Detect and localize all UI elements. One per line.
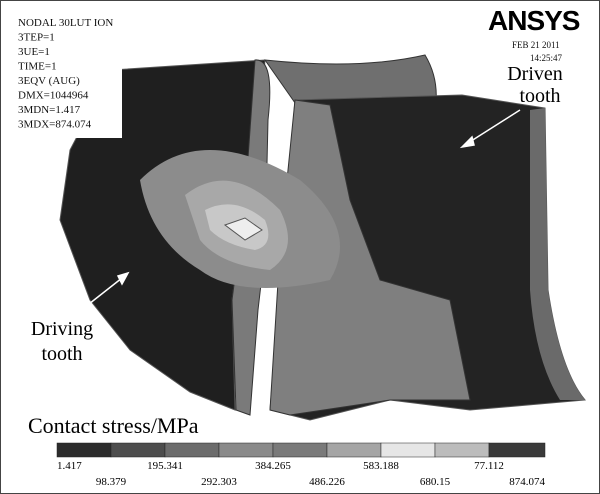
time: 14:25:47 xyxy=(530,53,563,63)
stress-peak xyxy=(223,217,263,241)
contact-band xyxy=(269,99,471,416)
swatch xyxy=(326,442,382,458)
arrows xyxy=(74,109,521,316)
legend-tick: 874.074 xyxy=(509,476,545,488)
legend-tick: 77.112 xyxy=(474,460,504,472)
arrowhead xyxy=(459,135,475,149)
info-line: 3MDX=874.074 xyxy=(18,119,92,131)
legend-tick: 680.15 xyxy=(420,476,451,488)
legend-tick: 292.303 xyxy=(201,476,237,488)
arrow xyxy=(74,277,123,316)
date: FEB 21 2011 xyxy=(512,40,560,50)
swatch xyxy=(488,442,546,458)
swatch xyxy=(56,442,112,458)
info-line: 3MDN=1.417 xyxy=(18,104,81,116)
legend-tick: 583.188 xyxy=(363,460,399,472)
model xyxy=(59,54,586,421)
info: NODAL 30LUT ION 3TEP=1 3UE=1 TIME=1 3EQV (AU… xyxy=(18,17,113,131)
swatch xyxy=(218,442,274,458)
swatch xyxy=(434,442,490,458)
swatch xyxy=(110,442,166,458)
label: Driven xyxy=(507,63,563,85)
legend-title: Contact stress/MPa xyxy=(28,413,199,438)
legend-tick: 1.417 xyxy=(57,460,82,472)
legend-tick: 195.341 xyxy=(147,460,183,472)
legend-tick: 98.379 xyxy=(96,476,127,488)
logo: ANSYS xyxy=(488,5,580,36)
arrow xyxy=(467,109,521,144)
legend-tick: 384.265 xyxy=(255,460,291,472)
label: tooth xyxy=(41,343,82,365)
legend-ticks: 1.417 98.379 195.341 292.303 384.265 486.226 5… xyxy=(57,460,546,488)
info-line: 3EQV (AUG) xyxy=(18,75,80,87)
info-line: NODAL 30LUT ION xyxy=(18,17,113,29)
swatch xyxy=(380,442,436,458)
info-line: 3UE=1 xyxy=(18,46,50,58)
arrowhead xyxy=(116,271,130,286)
info-bg xyxy=(10,8,122,138)
color-bar xyxy=(56,442,546,458)
swatch xyxy=(164,442,220,458)
info-line: TIME=1 xyxy=(18,61,57,73)
info-line: 3TEP=1 xyxy=(18,32,55,44)
driven-fillet xyxy=(530,108,585,400)
swatch xyxy=(272,442,328,458)
info-line: DMX=1044964 xyxy=(18,90,89,102)
legend-tick: 486.226 xyxy=(309,476,345,488)
label: Driving xyxy=(31,318,93,340)
label: tooth xyxy=(519,85,560,107)
